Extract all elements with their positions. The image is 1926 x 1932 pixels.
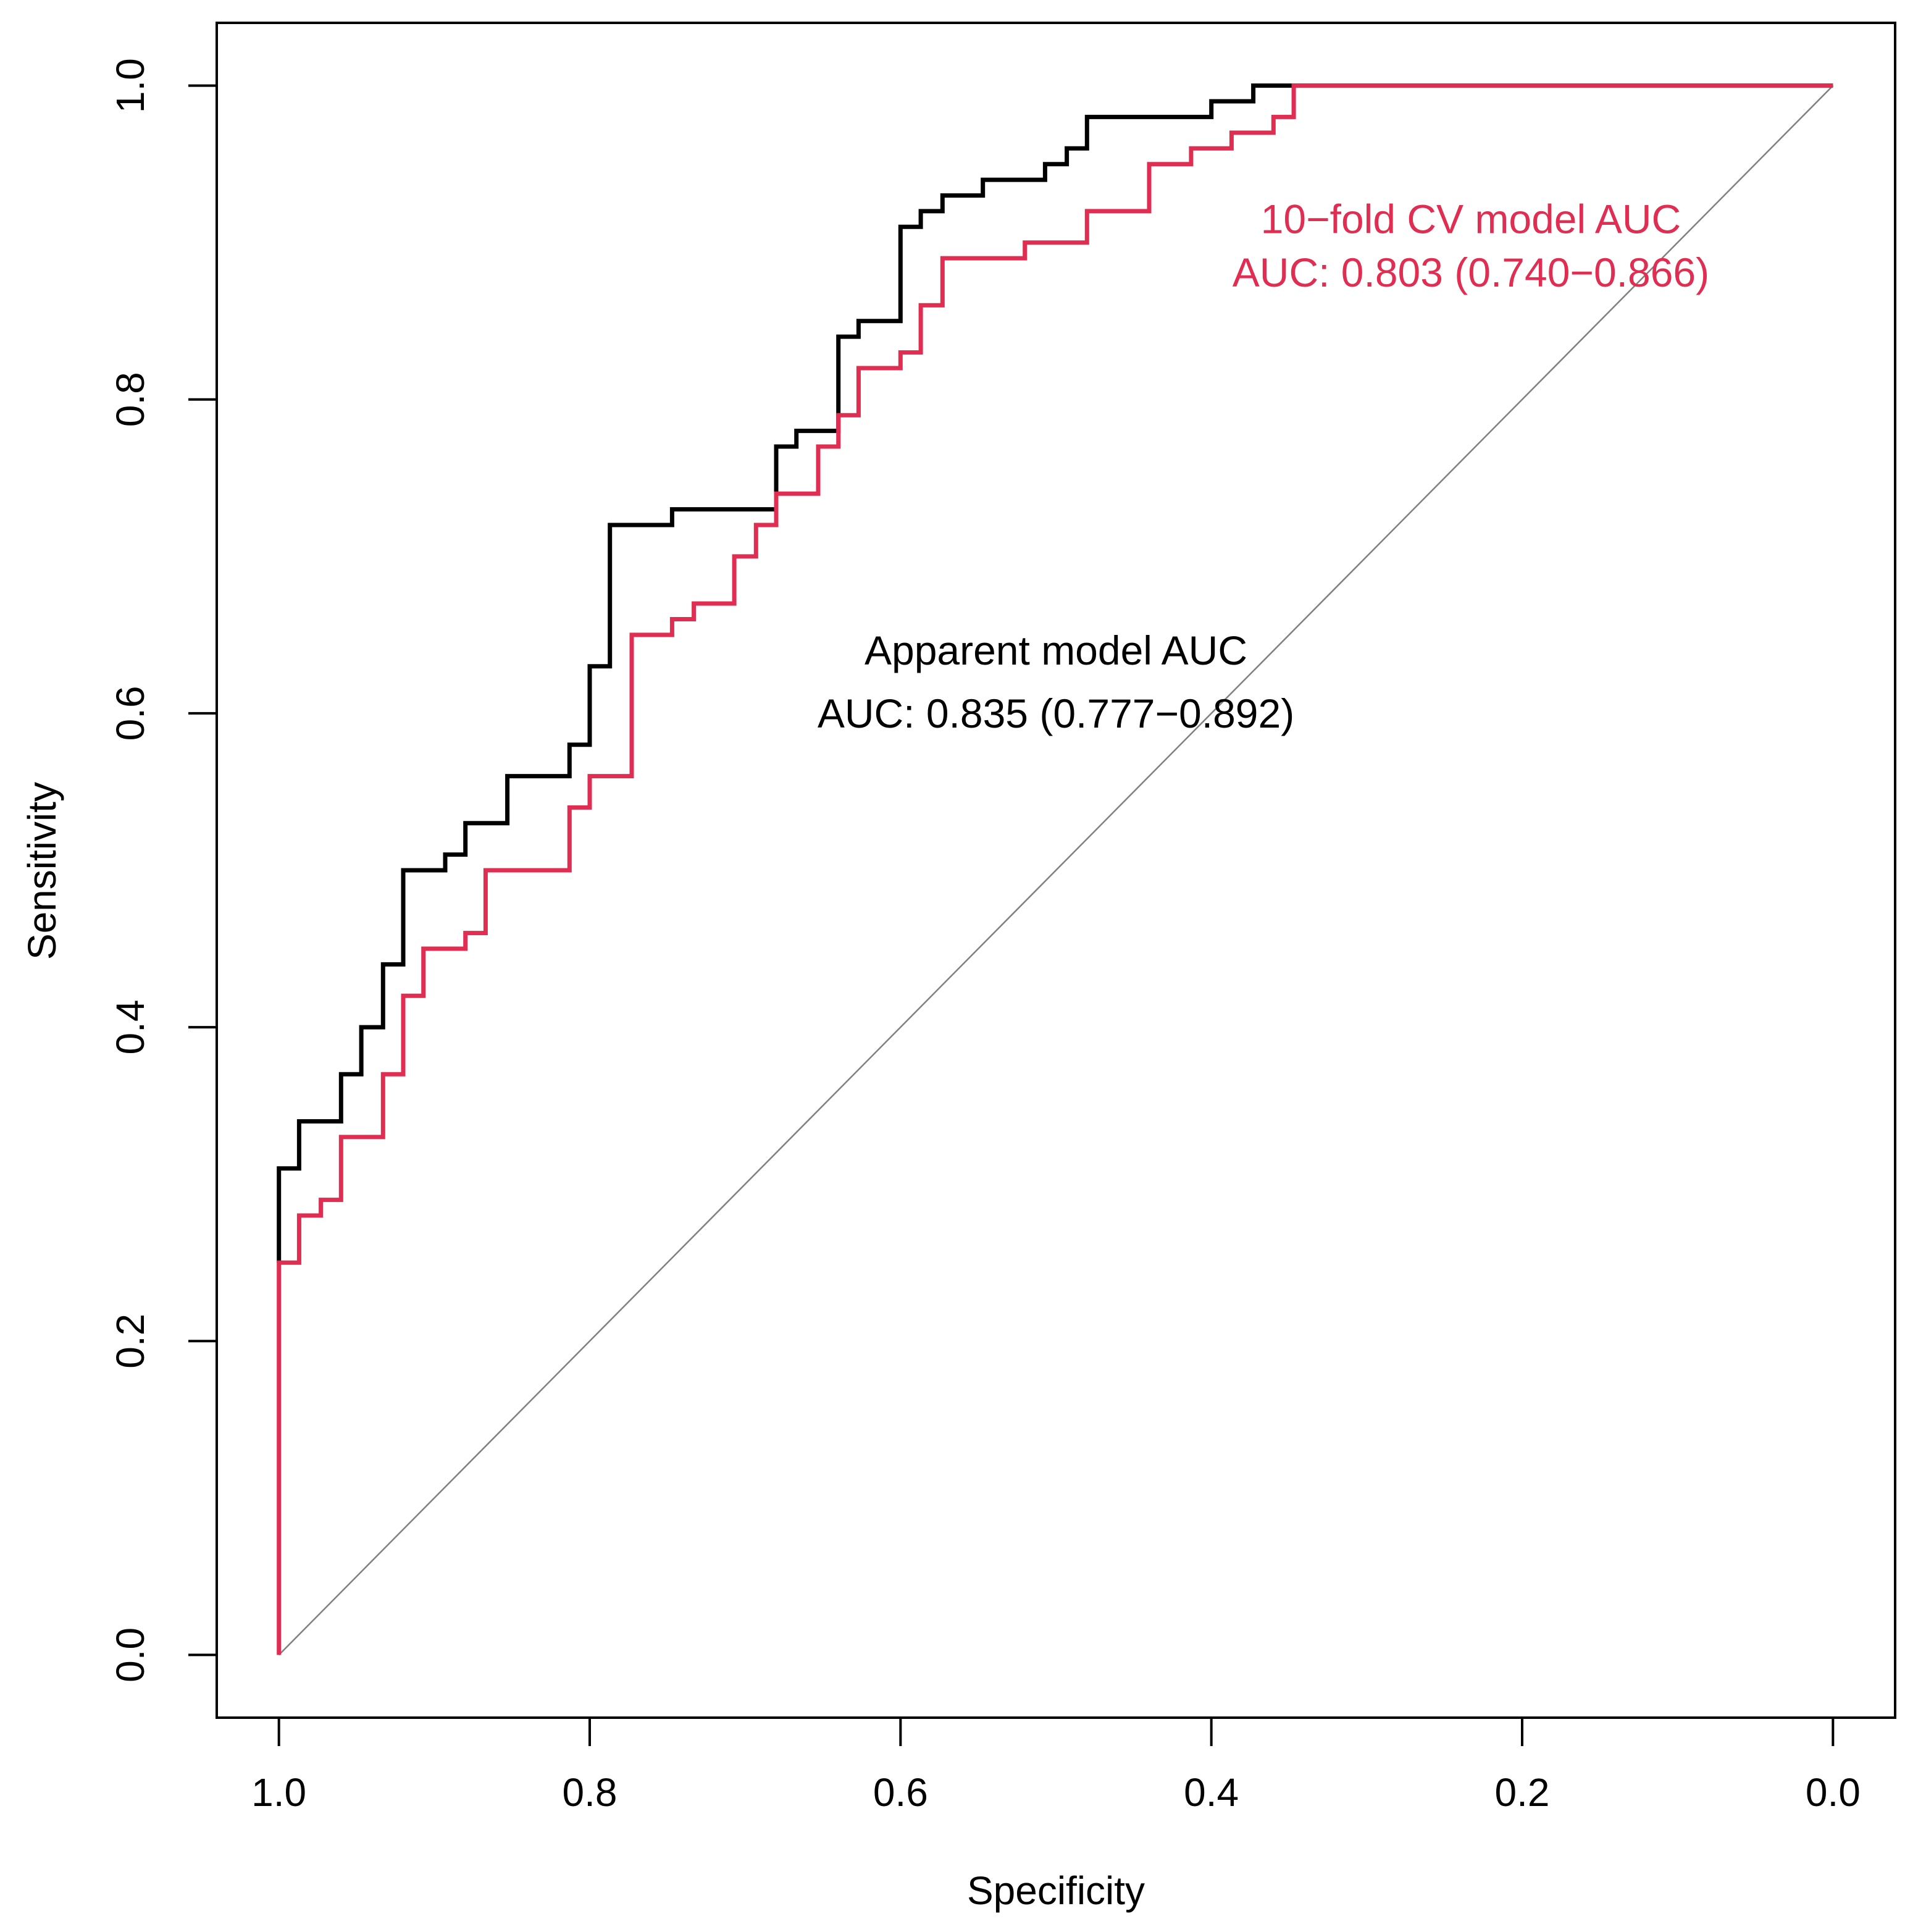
x-tick-label: 0.2 (1495, 1770, 1550, 1815)
y-tick-label: 0.2 (108, 1314, 153, 1369)
x-tick-label: 0.6 (873, 1770, 928, 1815)
series-line-apparent-model (277, 83, 1833, 1263)
axes-layer: 1.0 0.8 0.6 0.4 0.2 0.0 0.0 0.2 0.4 0.6 0.8 1.0 (108, 58, 1861, 1815)
y-tick-label: 0.0 (108, 1628, 153, 1682)
series-line-10-fold-cv-model (277, 83, 1833, 1655)
x-tick-label: 0.8 (563, 1770, 618, 1815)
annotation-app-auc: AUC: 0.835 (0.777−0.892) (818, 691, 1294, 736)
y-tick-label: 0.6 (108, 686, 153, 741)
reference-diagonal-line (278, 85, 1834, 1656)
x-axis-label: Specificity (967, 1868, 1145, 1913)
y-tick-label: 1.0 (108, 58, 153, 113)
x-tick-label: 1.0 (251, 1770, 306, 1815)
series-layer (277, 83, 1833, 1655)
annotation-layer: 10−fold CV model AUC AUC: 0.803 (0.740−0.… (818, 196, 1709, 736)
reference-layer (278, 85, 1834, 1656)
y-tick-label: 0.4 (108, 1000, 153, 1055)
y-axis-label: Sensitivity (20, 782, 64, 960)
annotation-cv-auc: AUC: 0.803 (0.740−0.866) (1233, 250, 1709, 295)
y-tick-label: 0.8 (108, 372, 153, 427)
annotation-cv-title: 10−fold CV model AUC (1261, 196, 1681, 242)
x-tick-label: 0.0 (1806, 1770, 1861, 1815)
annotation-app-title: Apparent model AUC (865, 628, 1247, 673)
x-tick-label: 0.4 (1184, 1770, 1239, 1815)
